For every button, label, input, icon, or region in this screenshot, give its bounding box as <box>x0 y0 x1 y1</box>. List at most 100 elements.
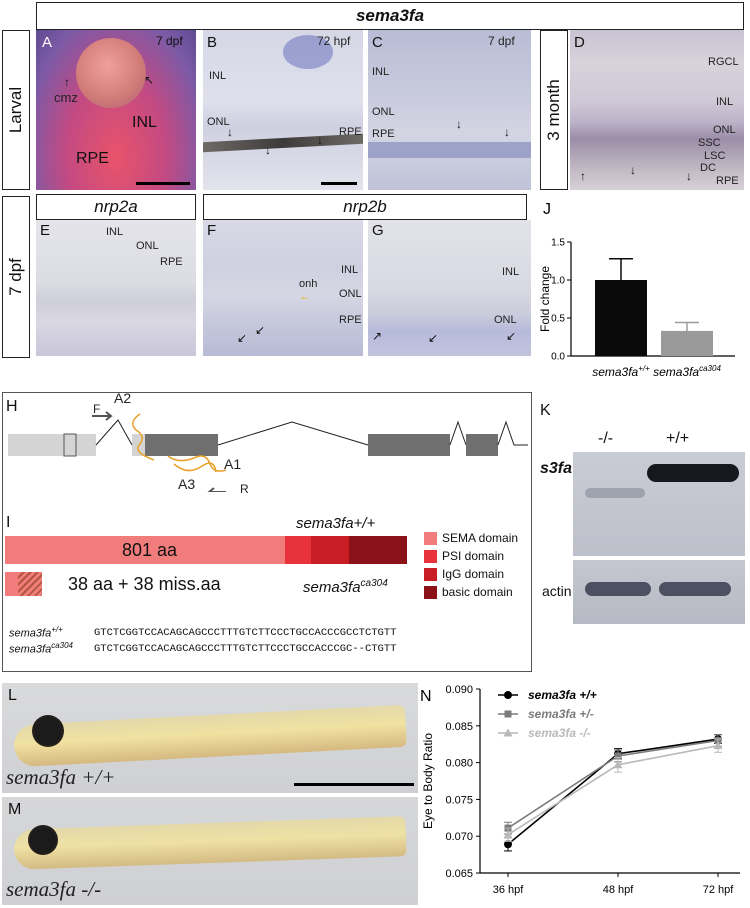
x-tick-label: sema3faca304 <box>653 364 721 379</box>
primer-r-label: R <box>240 482 249 496</box>
panel-d-arrow-2: ↓ <box>630 163 636 177</box>
panel-d-image: D RGCL INL ONL SSC LSC DC RPE ↑ ↓ ↓ <box>570 30 744 190</box>
panel-h-gene-diagram <box>8 411 528 492</box>
panel-b-label-rpe: RPE <box>339 126 362 138</box>
amplicon-a3-label: A3 <box>178 476 196 492</box>
seq-wt-name: sema3fa+/+ <box>9 625 63 640</box>
panel-j-letter: J <box>543 201 551 218</box>
series-line <box>507 738 719 845</box>
seq-mut-name: sema3faca304 <box>9 641 73 656</box>
y-tick-label: 1.0 <box>551 276 565 287</box>
seq-mut-name-base: sema3fa <box>9 643 52 656</box>
header-sema3fa-text: sema3fa <box>355 6 425 25</box>
mut-missense-region <box>18 572 42 596</box>
panel-d-arrow-1: ↑ <box>580 169 586 183</box>
side-label-larval-text: Larval <box>6 86 25 134</box>
panel-c-label-inl: INL <box>372 66 390 78</box>
panel-g-arrow-3: ↙ <box>506 329 517 343</box>
panel-e-letter: E <box>40 222 51 239</box>
panel-l-larva-eye <box>32 715 64 747</box>
panel-k-band-sema3fa <box>647 464 739 482</box>
x-tick-label: 72 hpf <box>703 884 735 896</box>
panel-a-arrow-1: ↑ <box>64 75 70 89</box>
panel-f-label-inl: INL <box>341 264 359 276</box>
panel-b-image: B 72 hpf INL ONL RPE ↓ ↓ ↓ <box>203 30 363 190</box>
panel-b-stage: 72 hpf <box>317 34 351 48</box>
panel-c-label-rpe: RPE <box>372 128 395 140</box>
intron-4 <box>497 420 528 446</box>
panel-e-image: E INL ONL RPE <box>36 220 196 356</box>
exon-4 <box>466 434 498 456</box>
panel-k-row2: actin <box>542 583 572 599</box>
amplicon-a1-label: A1 <box>224 456 242 472</box>
panel-i-mut-title: sema3faca304 <box>303 578 388 596</box>
panel-b-scalebar <box>321 182 357 185</box>
panel-b-arrow-2: ↓ <box>265 143 271 157</box>
panel-b-blue-stain <box>283 35 333 69</box>
x-tick-label: sema3fa+/+ <box>592 364 650 379</box>
panel-c-image: C 7 dpf INL ONL RPE ↓ ↓ <box>368 30 531 190</box>
y-tick-label: 0.0 <box>551 352 565 363</box>
intron-3 <box>449 420 467 446</box>
data-point <box>504 840 512 849</box>
x-tick-label: 48 hpf <box>603 884 635 896</box>
panel-l-genotype: sema3fa +/+ <box>6 765 116 789</box>
panel-g-label-onl: ONL <box>494 314 517 326</box>
panel-k-lane1: -/- <box>598 430 614 447</box>
panel-d-label-inl: INL <box>716 96 734 108</box>
side-label-7dpf: 7 dpf <box>2 196 30 358</box>
panel-a-label-cmz: cmz <box>54 90 78 105</box>
y-tick-label: 0.075 <box>445 794 473 806</box>
legend-label-sema: SEMA domain <box>442 531 519 545</box>
panel-k-band-actin-2 <box>659 582 731 596</box>
panel-a-arrow-2: ↖ <box>144 73 155 87</box>
y-tick-label: 0.070 <box>445 831 473 843</box>
header-nrp2b-text: nrp2b <box>343 197 387 216</box>
panel-f-label-rpe: RPE <box>339 314 362 326</box>
header-nrp2a: nrp2a <box>36 194 196 220</box>
primer-f-label: F <box>93 402 101 416</box>
panel-c-rpe-band <box>368 142 531 158</box>
panel-k-lane2: +/+ <box>666 430 690 447</box>
panel-c-stage: 7 dpf <box>488 34 515 48</box>
panel-a-eye <box>76 38 146 108</box>
exon-1-utr <box>8 434 96 456</box>
panel-k-row1: s3fa <box>540 460 573 477</box>
panel-d-arrow-3: ↓ <box>686 169 692 183</box>
y-tick-label: 0.5 <box>551 314 565 325</box>
panel-f-arrow-1: ↙ <box>237 331 248 345</box>
exon-3 <box>368 434 450 456</box>
legend-swatch-igg <box>424 568 437 581</box>
seq-wt-name-sup: +/+ <box>51 625 63 634</box>
panel-e-label-inl: INL <box>106 226 124 238</box>
panel-l-larva-body <box>13 704 407 768</box>
y-tick-label: 0.080 <box>445 758 473 770</box>
panel-g-image: G INL ONL ↗ ↙ ↙ <box>368 220 531 356</box>
seq-mut-name-sup: ca304 <box>51 641 73 650</box>
panel-f-image: F onh ← INL ONL RPE ↙ ↙ <box>203 220 363 356</box>
panel-a-scalebar <box>136 182 190 185</box>
panel-g-letter: G <box>372 222 384 239</box>
panel-i-wt-title: sema3fa+/+ <box>296 515 376 532</box>
wt-basic-domain <box>349 536 407 564</box>
bar <box>661 330 713 356</box>
panel-k-band-actin-1 <box>585 582 651 596</box>
primer-f-arrow-icon <box>92 411 113 421</box>
wt-length-label: 801 aa <box>122 540 178 560</box>
panel-c-arrow-2: ↓ <box>504 125 510 139</box>
panel-d-label-onl: ONL <box>713 124 736 136</box>
exon-2 <box>145 434 218 456</box>
data-point <box>713 741 723 750</box>
side-label-3month-text: 3 month <box>544 79 563 141</box>
y-axis-title: Eye to Body Ratio <box>421 733 435 829</box>
primer-r-arrow-icon <box>207 487 226 492</box>
panel-d-label-ssc: SSC <box>698 137 721 149</box>
panel-m-larva-body <box>13 816 407 870</box>
wt-psi-domain <box>285 536 311 564</box>
panel-c-arrow-1: ↓ <box>456 117 462 131</box>
panel-a-label-inl: INL <box>132 114 157 131</box>
data-point <box>504 691 512 699</box>
panel-a-image: A 7 dpf cmz ↑ ↖ INL RPE <box>36 30 196 190</box>
panel-d-label-rpe: RPE <box>716 175 739 187</box>
data-point <box>503 830 513 839</box>
